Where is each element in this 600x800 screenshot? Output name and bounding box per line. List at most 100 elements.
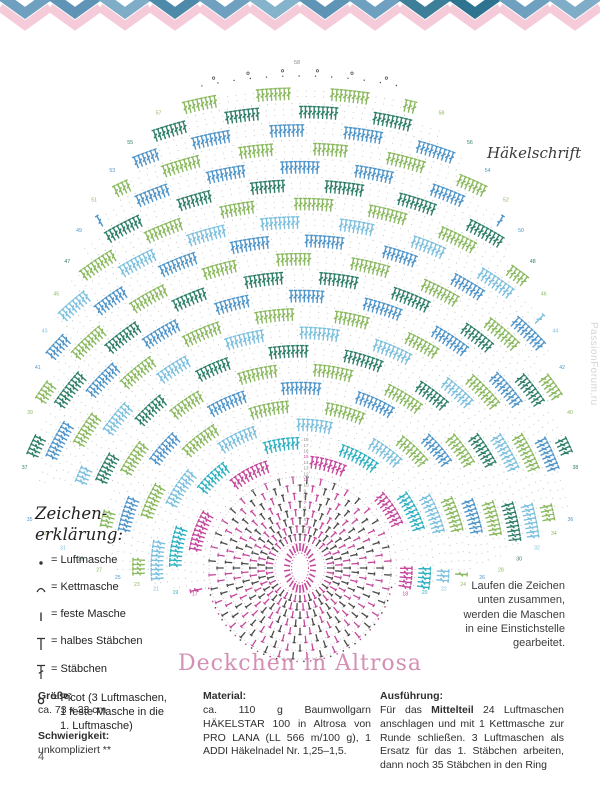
legend-title-line1: Zeichen- (35, 504, 108, 523)
svg-text:31: 31 (60, 546, 66, 552)
legend-item: = Stäbchen (35, 663, 177, 686)
svg-text:17: 17 (304, 443, 310, 448)
legend-title-line2: erklärung: (35, 524, 124, 544)
svg-text:2: 2 (304, 528, 307, 533)
svg-text:51: 51 (91, 198, 97, 204)
page-number: 4 (38, 751, 45, 763)
svg-text:27: 27 (96, 568, 102, 574)
info-column-instructions: Ausführung: Für das Mittelteil 24 Luftma… (380, 690, 564, 773)
svg-text:37: 37 (22, 465, 28, 471)
svg-text:12: 12 (304, 471, 310, 476)
page-title: Deckchen in Altrosa (177, 651, 423, 676)
svg-text:57: 57 (156, 111, 162, 117)
instructions-label: Ausführung: (380, 690, 443, 702)
svg-text:7: 7 (304, 500, 307, 505)
svg-text:36: 36 (568, 517, 574, 523)
svg-text:23: 23 (134, 582, 140, 588)
chart-label: Häkelschrift (487, 144, 582, 162)
legend-items: = Luftmasche = Kettmasche = feste Masche = … (35, 554, 177, 733)
staebchen-icon (35, 663, 51, 686)
svg-text:9: 9 (304, 488, 307, 493)
svg-text:29: 29 (78, 556, 84, 562)
svg-text:47: 47 (64, 259, 70, 265)
svg-text:10: 10 (304, 483, 310, 488)
svg-text:58: 58 (294, 60, 300, 66)
svg-text:21: 21 (153, 586, 159, 592)
svg-text:3: 3 (304, 523, 307, 528)
halbes-staebchen-icon (35, 635, 51, 657)
svg-text:15: 15 (304, 454, 310, 459)
svg-text:11: 11 (304, 477, 309, 482)
legend-item-label: = Stäbchen (51, 663, 107, 676)
legend-title: Zeichen- erklärung: (35, 504, 177, 545)
svg-text:8: 8 (304, 494, 307, 499)
svg-text:28: 28 (498, 568, 504, 574)
svg-text:58: 58 (439, 111, 445, 117)
picot-icon (35, 692, 51, 713)
svg-text:1: 1 (304, 534, 307, 539)
svg-text:32: 32 (534, 546, 540, 552)
svg-text:48: 48 (530, 259, 536, 265)
svg-text:5: 5 (304, 511, 307, 516)
size-label: Größe: (38, 690, 73, 702)
legend-item: = halbes Stäbchen (35, 635, 177, 657)
svg-text:4: 4 (304, 517, 307, 522)
svg-text:19: 19 (173, 590, 179, 596)
svg-text:46: 46 (541, 292, 547, 298)
svg-text:53: 53 (109, 168, 115, 174)
kettmasche-icon (35, 581, 51, 602)
svg-text:34: 34 (551, 531, 557, 537)
size-value: ca. 73 x 33 cm (38, 703, 107, 716)
svg-text:14: 14 (304, 460, 310, 465)
svg-text:6: 6 (304, 506, 307, 511)
legend: Zeichen- erklärung: = Luftmasche = Kettma… (35, 504, 177, 740)
legend-item-label: = Luftmasche (51, 554, 118, 567)
svg-text:16: 16 (304, 449, 310, 454)
svg-text:45: 45 (53, 292, 59, 298)
legend-item: = Luftmasche (35, 554, 177, 575)
legend-item-label: = feste Masche (51, 608, 126, 621)
svg-text:38: 38 (573, 465, 579, 471)
difficulty-label: Schwierigkeit: (38, 729, 110, 742)
legend-item: = feste Masche (35, 608, 177, 629)
luftmasche-icon (35, 554, 51, 575)
svg-text:54: 54 (485, 168, 491, 174)
legend-item: = Picot (3 Luftmaschen, 1 feste Masche in… (35, 692, 177, 733)
legend-item-label: = Kettmasche (51, 581, 119, 594)
svg-text:44: 44 (553, 329, 559, 335)
svg-text:26: 26 (479, 575, 485, 581)
svg-text:18: 18 (304, 437, 310, 442)
svg-text:41: 41 (35, 365, 41, 371)
svg-text:49: 49 (76, 228, 82, 234)
svg-text:35: 35 (27, 517, 33, 523)
info-column-size: Größe: ca. 73 x 33 cm Schwierigkeit: unk… (38, 690, 188, 757)
instructions-prefix: Für das (380, 703, 432, 716)
svg-text:24: 24 (460, 582, 466, 588)
legend-item-label: = Picot (3 Luftmaschen, 1 feste Masche in… (51, 692, 167, 732)
svg-text:25: 25 (115, 575, 121, 581)
svg-text:42: 42 (559, 365, 565, 371)
svg-text:56: 56 (467, 140, 473, 146)
svg-text:39: 39 (27, 410, 33, 416)
legend-item-label: = halbes Stäbchen (51, 635, 143, 648)
material-label: Material: (203, 690, 247, 702)
feste-masche-icon (35, 608, 51, 629)
svg-text:20: 20 (422, 590, 428, 596)
legend-item: = Kettmasche (35, 581, 177, 602)
chart-note: Laufen die Zeichen unten zusammen, werde… (463, 580, 565, 650)
chevron-border (0, 0, 600, 31)
instructions-bold-word: Mittelteil (431, 703, 474, 716)
svg-text:17: 17 (192, 591, 198, 597)
svg-text:55: 55 (127, 140, 133, 146)
svg-text:50: 50 (518, 228, 524, 234)
svg-text:43: 43 (42, 329, 48, 335)
instructions-rest: 24 Luftmaschen anschlagen und mit 1 Kett… (380, 703, 564, 772)
svg-text:30: 30 (516, 556, 522, 562)
svg-text:40: 40 (567, 410, 573, 416)
difficulty-value: unkompliziert ** (38, 743, 111, 756)
svg-text:13: 13 (304, 466, 310, 471)
svg-text:52: 52 (503, 198, 509, 204)
svg-text:18: 18 (402, 591, 408, 597)
